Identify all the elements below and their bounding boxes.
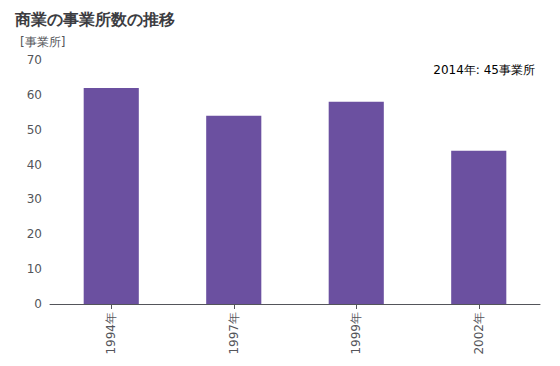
svg-text:60: 60 (27, 88, 42, 102)
svg-text:20: 20 (27, 227, 42, 241)
svg-text:1999年: 1999年 (349, 312, 363, 355)
svg-text:[事業所]: [事業所] (20, 35, 65, 49)
svg-text:50: 50 (27, 123, 42, 137)
svg-text:商業の事業所数の推移: 商業の事業所数の推移 (14, 10, 175, 29)
svg-text:70: 70 (27, 53, 42, 67)
svg-text:1994年: 1994年 (104, 312, 118, 355)
svg-text:2002年: 2002年 (472, 312, 486, 355)
svg-text:0: 0 (34, 297, 42, 311)
svg-text:10: 10 (27, 262, 42, 276)
svg-text:1997年: 1997年 (227, 312, 241, 355)
svg-text:30: 30 (27, 192, 42, 206)
svg-text:2014年: 45事業所: 2014年: 45事業所 (433, 63, 535, 77)
svg-text:40: 40 (27, 158, 42, 172)
